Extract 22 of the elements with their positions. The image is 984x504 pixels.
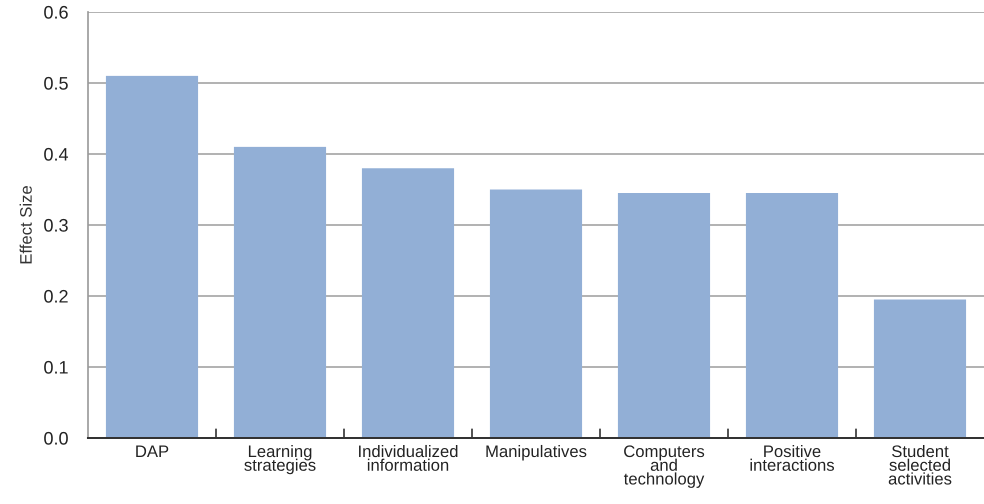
bar	[106, 76, 198, 438]
x-tick-label: Individualized information	[359, 444, 458, 471]
x-tick-label: Manipulatives	[486, 444, 586, 460]
bar	[874, 300, 966, 438]
bar	[362, 168, 454, 438]
y-tick-label: 0.4	[44, 148, 68, 161]
y-axis-title: Effect Size	[20, 186, 32, 264]
bar	[618, 193, 710, 438]
bar	[234, 146, 326, 438]
x-tick-label: Positive interactions	[750, 444, 834, 471]
y-tick-label: 0.3	[44, 218, 68, 232]
x-tick-label: Computers and technology	[624, 445, 704, 488]
x-tick-label: Learning strategies	[244, 444, 316, 474]
y-tick-label: 0.2	[44, 290, 68, 303]
y-tick-label: 0.0	[44, 432, 68, 445]
bar	[490, 190, 582, 438]
y-tick-label: 0.1	[44, 360, 68, 374]
y-tick-label: 0.5	[44, 76, 68, 90]
bar	[746, 193, 838, 438]
y-tick-label: 0.6	[44, 6, 68, 19]
x-tick-label: DAP	[136, 446, 168, 458]
x-tick-label: Student selected activities	[888, 444, 952, 485]
